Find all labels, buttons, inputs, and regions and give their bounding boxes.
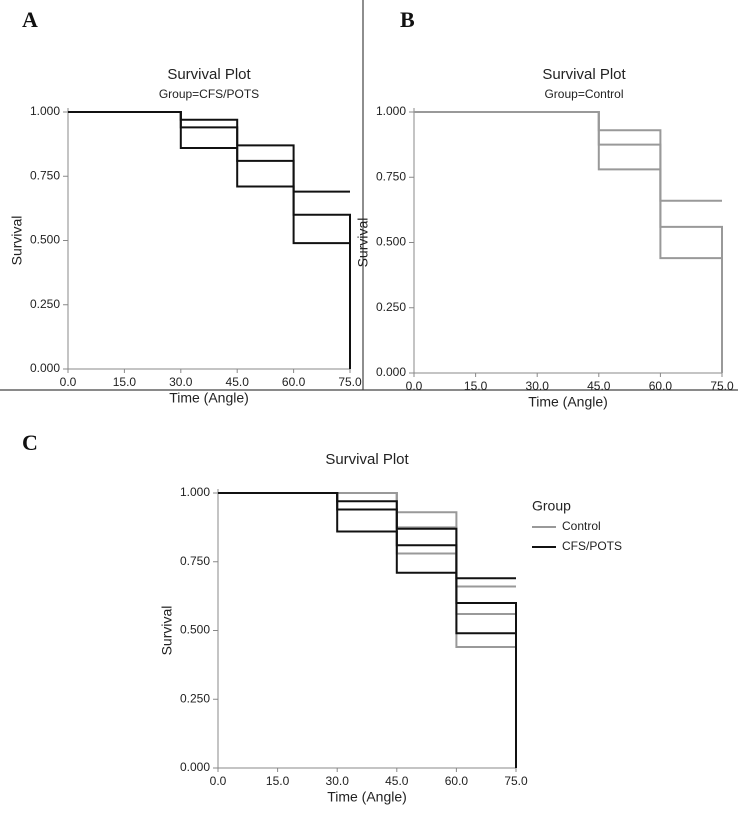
x-axis-label: Time (Angle) [169, 390, 249, 406]
y-axis-label: Survival [159, 606, 175, 656]
x-tick-label: 0.0 [60, 375, 77, 389]
y-tick-label: 0.250 [30, 297, 60, 311]
confidence-line [68, 111, 350, 245]
legend-label: CFS/POTS [562, 539, 622, 553]
x-tick-label: 60.0 [282, 375, 306, 389]
y-tick-label: 0.750 [180, 554, 210, 568]
x-axis-label: Time (Angle) [528, 394, 608, 410]
y-tick-label: 1.000 [30, 104, 60, 118]
x-tick-label: 0.0 [210, 774, 227, 788]
x-tick-label: 15.0 [113, 375, 137, 389]
survival-line [218, 492, 517, 768]
x-tick-label: 45.0 [226, 375, 250, 389]
x-axis-label: Time (Angle) [327, 789, 407, 805]
x-tick-label: 15.0 [266, 774, 290, 788]
confidence-line [218, 492, 516, 635]
x-tick-label: 75.0 [710, 379, 734, 393]
panel-label: B [400, 7, 415, 32]
y-tick-label: 1.000 [180, 485, 210, 499]
y-tick-label: 0.250 [180, 691, 210, 705]
confidence-line [218, 492, 516, 580]
y-tick-label: 0.500 [376, 235, 406, 249]
y-tick-label: 0.750 [30, 168, 60, 182]
confidence-line [68, 111, 350, 193]
chart-subtitle: Group=CFS/POTS [159, 87, 259, 101]
panel-label: A [22, 7, 38, 32]
y-tick-label: 0.750 [376, 169, 406, 183]
x-tick-label: 30.0 [326, 774, 350, 788]
y-axis-label: Survival [355, 218, 371, 268]
confidence-line [414, 111, 722, 260]
y-tick-label: 0.500 [30, 233, 60, 247]
legend-title: Group [532, 498, 571, 514]
confidence-line [218, 492, 516, 588]
x-tick-label: 45.0 [385, 774, 409, 788]
y-tick-label: 0.000 [376, 365, 406, 379]
y-tick-label: 0.000 [180, 760, 210, 774]
x-tick-label: 60.0 [445, 774, 469, 788]
y-axis-label: Survival [9, 216, 25, 266]
y-tick-label: 0.000 [30, 361, 60, 375]
y-tick-label: 0.250 [376, 300, 406, 314]
chart-title: Survival Plot [325, 451, 409, 468]
confidence-line [414, 111, 722, 202]
survival-line [218, 492, 517, 768]
chart-subtitle: Group=Control [544, 87, 623, 101]
chart-title: Survival Plot [542, 66, 626, 83]
x-tick-label: 60.0 [649, 379, 673, 393]
x-tick-label: 0.0 [406, 379, 423, 393]
legend-label: Control [562, 519, 601, 533]
y-tick-label: 1.000 [376, 104, 406, 118]
confidence-line [218, 492, 516, 648]
panel-label: C [22, 430, 38, 455]
chart-title: Survival Plot [167, 66, 251, 83]
x-tick-label: 15.0 [464, 379, 488, 393]
x-tick-label: 75.0 [338, 375, 362, 389]
x-tick-label: 30.0 [169, 375, 193, 389]
x-tick-label: 30.0 [526, 379, 550, 393]
x-tick-label: 45.0 [587, 379, 611, 393]
y-tick-label: 0.500 [180, 623, 210, 637]
survival-line [68, 111, 351, 369]
survival-line [414, 111, 723, 373]
x-tick-label: 75.0 [504, 774, 528, 788]
